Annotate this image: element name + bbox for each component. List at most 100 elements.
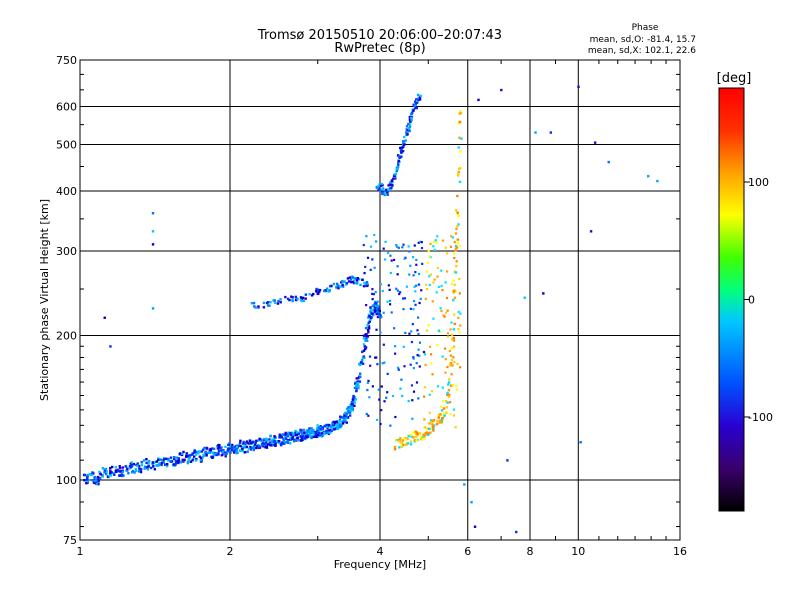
data-point	[209, 449, 212, 452]
data-point	[353, 278, 356, 282]
data-point	[458, 120, 462, 124]
data-point	[217, 449, 221, 452]
data-point	[449, 401, 452, 404]
data-point	[387, 188, 390, 192]
data-point	[339, 285, 343, 288]
data-point	[459, 150, 462, 153]
data-point	[295, 433, 299, 436]
data-point	[110, 465, 114, 469]
data-point	[380, 409, 383, 412]
data-point	[368, 320, 371, 323]
data-point	[244, 441, 247, 445]
data-point	[393, 447, 397, 451]
data-point	[371, 385, 374, 388]
chart-subtitle: RwPretec (8p)	[334, 41, 425, 56]
data-point	[174, 461, 178, 464]
data-point	[213, 452, 216, 456]
data-point	[116, 468, 120, 472]
data-point	[423, 437, 426, 440]
y-tick-label: 400	[56, 185, 77, 198]
data-point	[340, 423, 343, 426]
data-point	[304, 433, 307, 437]
data-point	[112, 472, 116, 475]
data-point	[459, 366, 462, 369]
data-point	[375, 356, 378, 359]
data-point	[96, 478, 99, 481]
data-point	[118, 466, 122, 470]
data-point	[515, 530, 518, 534]
data-point	[500, 88, 503, 92]
data-point	[403, 143, 406, 147]
data-point	[432, 245, 435, 248]
data-point	[199, 459, 203, 462]
data-point	[393, 327, 396, 330]
data-point	[163, 463, 167, 466]
data-point	[423, 418, 426, 421]
data-point	[445, 270, 449, 273]
data-point	[114, 469, 118, 472]
data-point	[276, 302, 280, 305]
data-point	[429, 242, 432, 245]
data-point	[162, 458, 166, 461]
data-point	[375, 240, 378, 243]
data-point	[268, 441, 271, 444]
data-point	[402, 345, 405, 348]
data-point	[402, 308, 405, 311]
data-point	[349, 403, 352, 407]
data-point	[249, 445, 252, 449]
data-point	[273, 301, 277, 304]
data-point	[254, 441, 257, 444]
data-point	[105, 472, 108, 476]
data-point	[403, 257, 406, 260]
data-point	[151, 307, 155, 310]
data-point	[220, 449, 223, 452]
data-point	[549, 131, 553, 134]
data-point	[401, 246, 404, 249]
data-point	[130, 463, 133, 467]
data-point	[656, 179, 659, 183]
data-point	[408, 119, 412, 122]
data-point	[386, 391, 389, 394]
data-point	[329, 431, 332, 434]
data-point	[385, 188, 389, 192]
data-point	[432, 424, 436, 427]
data-point	[165, 462, 169, 466]
data-point	[95, 481, 98, 484]
data-point	[252, 446, 255, 450]
data-point	[348, 276, 352, 279]
data-point	[421, 262, 424, 265]
data-point	[205, 447, 209, 450]
colorbar	[718, 87, 745, 512]
data-point	[301, 438, 304, 442]
data-point	[130, 465, 133, 468]
data-point	[393, 352, 397, 355]
data-point	[354, 382, 357, 385]
data-point	[308, 434, 311, 437]
data-point	[439, 413, 442, 416]
phase-stats-o: mean, sd,O: -81.4, 15.7	[590, 35, 696, 45]
data-point	[428, 255, 431, 258]
data-point	[252, 448, 256, 452]
data-point	[428, 427, 431, 431]
data-point	[442, 412, 445, 415]
data-point	[439, 330, 442, 334]
data-point	[427, 433, 430, 436]
data-point	[177, 457, 181, 460]
data-point	[453, 360, 456, 364]
y-axis-label: Stationary phase Virtual Height [km]	[38, 199, 51, 401]
data-point	[452, 328, 456, 331]
data-point	[446, 393, 449, 396]
data-point	[291, 298, 294, 302]
data-point	[305, 429, 309, 432]
data-point	[327, 290, 330, 293]
data-point	[315, 432, 318, 435]
data-point	[457, 316, 460, 319]
data-point	[367, 327, 371, 330]
data-point	[103, 316, 106, 319]
data-point	[430, 362, 433, 365]
data-point	[379, 315, 383, 319]
data-point	[366, 256, 370, 259]
data-point	[313, 433, 316, 436]
data-point	[379, 283, 383, 286]
data-point	[280, 435, 283, 439]
